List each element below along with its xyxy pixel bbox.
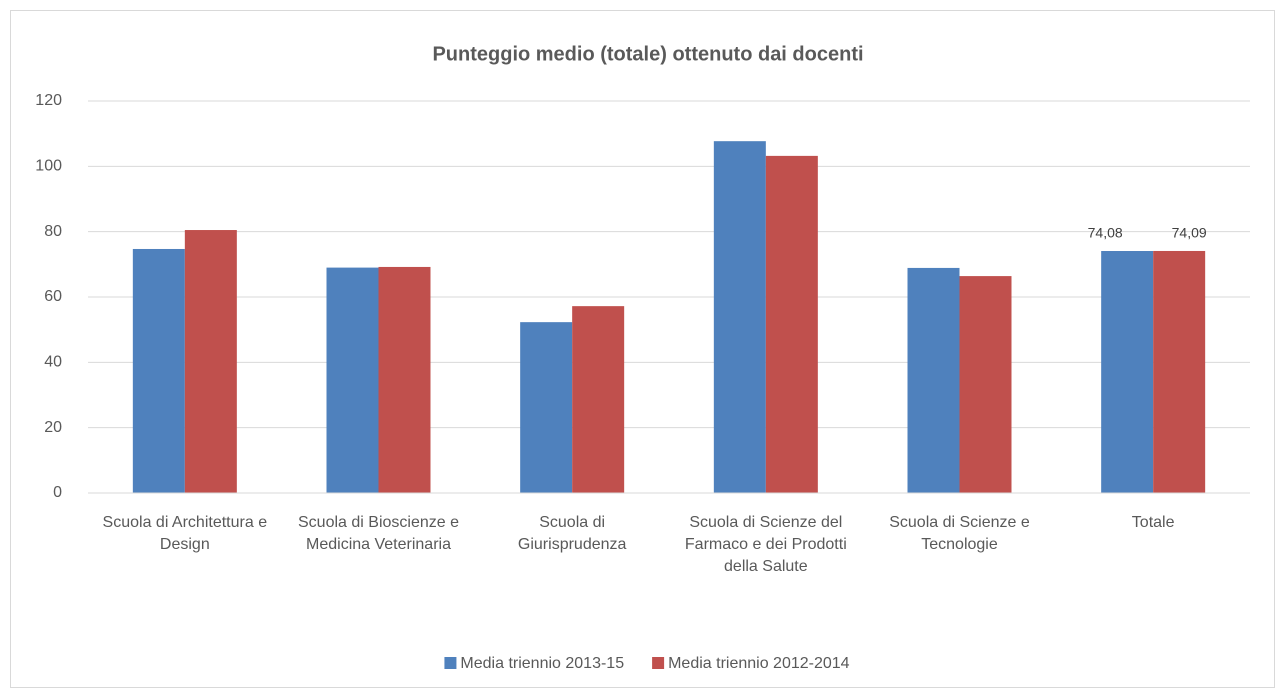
chart-title: Punteggio medio (totale) ottenuto dai do… xyxy=(432,43,863,65)
x-tick-label: Scuola di Scienze del Farmaco e dei Prod… xyxy=(684,514,847,575)
x-tick-label: Scuola di Bioscienze e Medicina Veterina… xyxy=(298,514,459,553)
bar xyxy=(572,306,625,493)
bar xyxy=(132,248,185,493)
legend-label: Media triennio 2013-15 xyxy=(460,655,624,672)
x-tick-label-box: Scuola di Bioscienze e Medicina Veterina… xyxy=(298,514,459,553)
bar xyxy=(520,322,573,493)
x-tick-label: Scuola di Architettura e Design xyxy=(102,514,268,553)
y-tick-label: 0 xyxy=(53,484,62,501)
bar xyxy=(326,267,379,493)
x-tick-label-box: Totale xyxy=(1131,514,1175,531)
bar xyxy=(713,141,766,493)
bar xyxy=(907,267,960,493)
y-tick-label: 60 xyxy=(44,288,62,305)
legend: Media triennio 2013-15 Media triennio 201… xyxy=(444,655,850,672)
legend-label: Media triennio 2012-2014 xyxy=(668,655,850,672)
legend-swatch xyxy=(444,657,457,669)
data-label: 74,08 xyxy=(1088,225,1123,241)
data-label: 74,09 xyxy=(1172,225,1207,241)
bar xyxy=(378,266,431,493)
y-tick-label: 120 xyxy=(35,92,62,109)
x-tick-label: Scuola di Scienze e Tecnologie xyxy=(889,514,1030,553)
x-tick-label: Scuola di Giurisprudenza xyxy=(517,514,627,553)
x-tick-label-box: Scuola di Scienze del Farmaco e dei Prod… xyxy=(684,514,847,575)
bar xyxy=(1153,250,1206,493)
bar xyxy=(184,230,237,494)
bar xyxy=(1101,251,1154,493)
bar xyxy=(959,276,1012,493)
y-tick-label: 100 xyxy=(35,158,62,175)
legend-swatch xyxy=(652,657,665,669)
bar xyxy=(765,155,818,493)
x-tick-label-box: Scuola di Giurisprudenza xyxy=(517,514,627,553)
y-tick-label: 80 xyxy=(44,223,62,240)
x-tick-label-box: Scuola di Scienze e Tecnologie xyxy=(889,514,1030,553)
y-tick-label: 20 xyxy=(44,419,62,436)
x-tick-label-box: Scuola di Architettura e Design xyxy=(102,514,268,553)
y-tick-label: 40 xyxy=(44,354,62,371)
x-tick-label: Totale xyxy=(1131,514,1175,531)
